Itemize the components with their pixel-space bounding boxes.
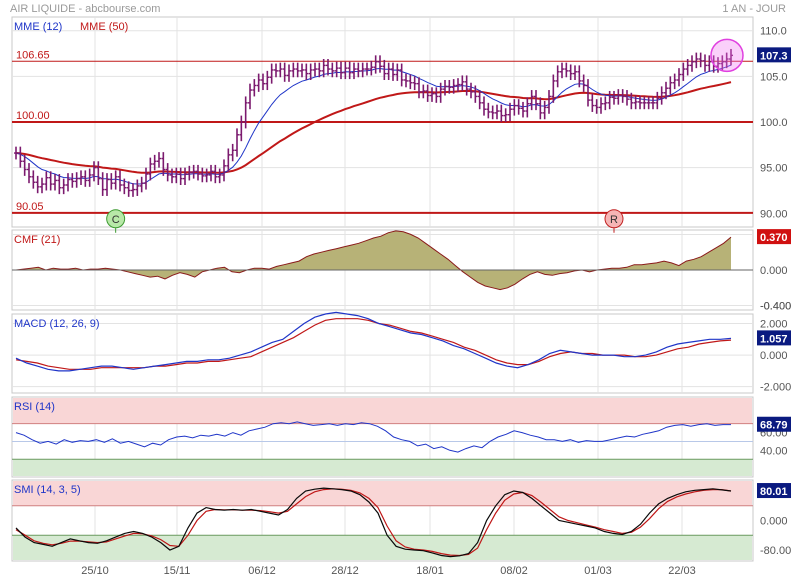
macd-last-value: 1.057	[760, 333, 788, 345]
rsi-overbought-zone	[13, 398, 752, 424]
macd-ytick: 2.000	[760, 318, 788, 330]
cmf-ytick: -0.400	[760, 301, 791, 313]
price-hline-label: 90.05	[16, 201, 44, 213]
cmf-last-value: 0.370	[760, 232, 788, 244]
x-tick-label: 28/12	[331, 565, 359, 577]
mme-50-line	[15, 81, 732, 174]
x-tick-label: 25/10	[81, 565, 109, 577]
legend-mme-50: MME (50)	[80, 21, 128, 33]
macd-ytick: -2.000	[760, 382, 791, 394]
x-tick-label: 01/03	[584, 565, 612, 577]
price-last-badge	[757, 47, 791, 63]
x-tick-label: 18/01	[416, 565, 444, 577]
rsi-line	[15, 421, 731, 453]
price-ytick: 90.00	[760, 208, 788, 220]
smi-overbought-zone	[13, 481, 752, 506]
smi-ytick: 0.000	[760, 516, 788, 528]
mme-12-line	[15, 64, 732, 185]
macd-title: MACD (12, 26, 9)	[14, 318, 100, 330]
rsi-ytick: 40.00	[760, 445, 788, 457]
smi-line	[15, 487, 732, 558]
smi-ytick: -80.00	[760, 545, 791, 557]
rsi-last-badge	[757, 416, 791, 432]
price-hline-label: 100.00	[16, 110, 50, 122]
signal-marker-label: R	[610, 214, 618, 226]
price-last-value: 107.3	[760, 50, 788, 62]
cmf-title: CMF (21)	[14, 234, 60, 246]
chart-title: AIR LIQUIDE - abcbourse.com	[10, 3, 161, 15]
signal-marker-label: C	[112, 214, 120, 226]
smi-signal-line	[15, 488, 732, 557]
cmf-ytick: -0.400	[760, 301, 791, 313]
last-price-highlight	[710, 38, 744, 73]
smi-last-badge	[757, 483, 791, 499]
smi-last-value: 80.01	[760, 486, 788, 498]
macd-line	[15, 311, 732, 372]
macd-ytick: 0.000	[760, 350, 788, 362]
smi-oversold-zone	[13, 535, 752, 560]
smi-title: SMI (14, 3, 5)	[14, 484, 81, 496]
rsi-title: RSI (14)	[14, 401, 55, 413]
rsi-oversold-zone	[13, 459, 752, 476]
price-ytick: 110.0	[760, 26, 787, 38]
signal-marker-sell	[604, 209, 624, 229]
price-ytick: 105.0	[760, 71, 788, 83]
price-hline-label: 106.65	[16, 49, 50, 61]
x-tick-label: 15/11	[164, 565, 191, 577]
x-tick-label: 22/03	[668, 565, 696, 577]
signal-marker-buy	[106, 209, 126, 229]
panel-frame-2	[11, 313, 754, 394]
cmf-last-badge	[757, 229, 791, 245]
macd-last-badge	[757, 330, 791, 346]
x-tick-label: 06/12	[248, 565, 276, 577]
x-tick-label: 08/02	[500, 565, 528, 577]
legend-mme-12: MME (12)	[14, 21, 62, 33]
price-ytick: 95.00	[760, 163, 788, 175]
cmf-line	[15, 230, 732, 291]
price-ytick: 100.0	[760, 117, 788, 129]
rsi-last-value: 68.79	[760, 420, 788, 432]
chart-period: 1 AN - JOUR	[722, 3, 786, 15]
cmf-ytick: 0.000	[760, 265, 788, 277]
